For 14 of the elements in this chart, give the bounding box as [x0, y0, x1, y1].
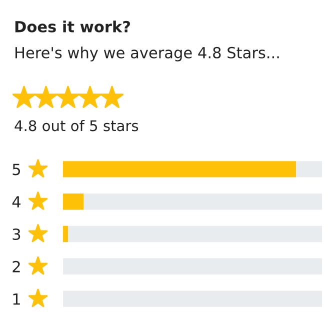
bar	[84, 194, 322, 210]
chart-title: Does it work?	[15, 20, 130, 32]
bar	[68, 226, 322, 242]
y-tick-label: 2	[12, 260, 20, 272]
bar	[296, 161, 322, 178]
bar	[63, 161, 296, 178]
y-tick-label: 4	[12, 196, 20, 208]
y-tick-label: 1	[13, 293, 20, 305]
y-tick-label: 3	[12, 228, 20, 240]
text: 4.8 out of 5 stars	[14, 120, 138, 132]
bar	[63, 226, 68, 242]
chart-subtitle: Here's why we average 4.8 Stars...	[16, 46, 279, 62]
bar	[63, 194, 84, 210]
y-tick-label: 5	[12, 164, 20, 176]
